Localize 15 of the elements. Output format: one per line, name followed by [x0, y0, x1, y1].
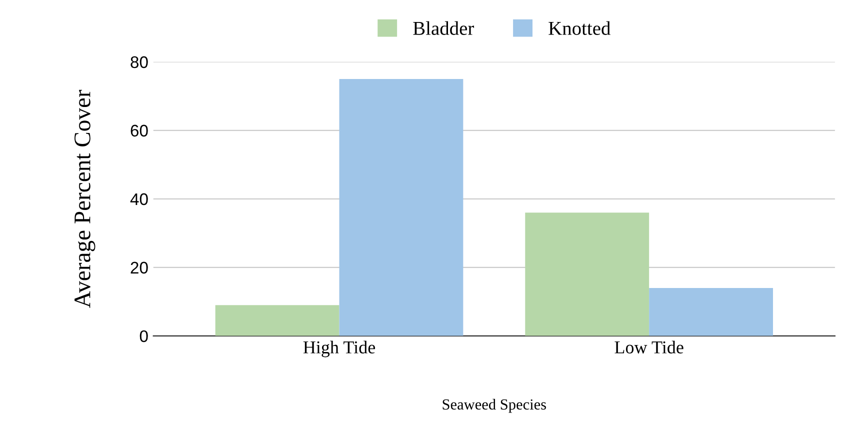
bar [525, 212, 650, 336]
y-tick-label: 20 [130, 262, 148, 274]
y-axis-title: Average Percent Cover [74, 90, 96, 308]
x-axis-title: Seaweed Species [442, 398, 546, 413]
x-tick-label: Low Tide [614, 340, 684, 354]
y-tick-label: 80 [130, 56, 148, 68]
y-tick-label: 0 [140, 330, 148, 342]
x-tick-label: High Tide [303, 340, 376, 358]
legend-label: Bladder [413, 21, 474, 35]
y-tick-label: 60 [130, 124, 148, 137]
bar [215, 305, 340, 336]
legend-label: Knotted [548, 21, 610, 35]
bar [339, 79, 464, 336]
y-tick-label: 40 [130, 193, 148, 206]
bar [649, 288, 773, 336]
